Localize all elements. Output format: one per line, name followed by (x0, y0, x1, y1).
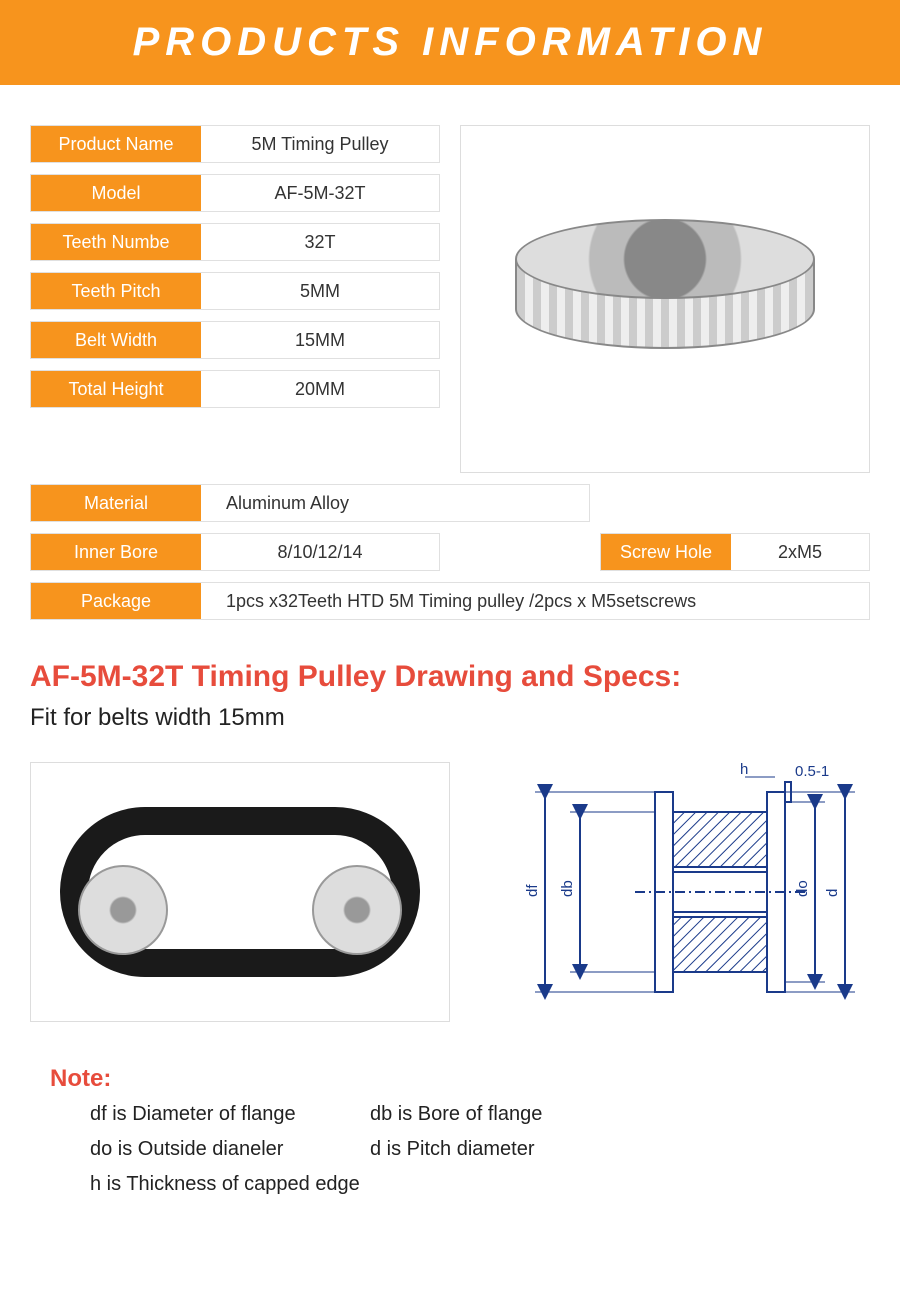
note-item: db is Bore of flange (370, 1103, 620, 1126)
drawing-row: df db do d h 0.5-1 (30, 762, 870, 1047)
product-photo (460, 125, 870, 473)
spec-label: Model (31, 175, 201, 211)
dim-h: h (740, 762, 748, 778)
spec-row: Teeth Numbe 32T (30, 223, 440, 261)
note-item: d is Pitch diameter (370, 1138, 620, 1161)
page-title: PRODUCTS INFORMATION (133, 20, 768, 65)
spec-row-bore: Inner Bore 8/10/12/14 Screw Hole 2xM5 (30, 533, 870, 571)
spec-label: Belt Width (31, 322, 201, 358)
dim-db: db (559, 880, 576, 897)
fit-text: Fit for belts width 15mm (30, 704, 870, 732)
spec-value: Aluminum Alloy (201, 485, 589, 521)
spec-row: Screw Hole 2xM5 (600, 533, 870, 571)
technical-drawing: df db do d h 0.5-1 (480, 762, 870, 1047)
dim-edge: 0.5-1 (795, 763, 829, 780)
note-block: Note: df is Diameter of flange db is Bor… (30, 1065, 870, 1196)
spec-value: 15MM (201, 322, 439, 358)
header-band: PRODUCTS INFORMATION (0, 0, 900, 85)
dim-d: d (824, 889, 841, 897)
note-item: h is Thickness of capped edge (90, 1173, 410, 1196)
spec-value: 5M Timing Pulley (201, 126, 439, 162)
dim-df: df (524, 884, 541, 897)
spec-label: Package (31, 583, 201, 619)
spec-value: 5MM (201, 273, 439, 309)
belt-illustration (60, 807, 420, 977)
spec-label: Total Height (31, 371, 201, 407)
belt-photo (30, 762, 450, 1022)
spec-row: Product Name 5M Timing Pulley (30, 125, 440, 163)
spec-label: Material (31, 485, 201, 521)
spec-value: 32T (201, 224, 439, 260)
spec-value: 8/10/12/14 (201, 534, 439, 570)
spec-label: Inner Bore (31, 534, 201, 570)
content-area: Product Name 5M Timing Pulley Model AF-5… (0, 85, 900, 1196)
note-grid: df is Diameter of flange db is Bore of f… (30, 1103, 870, 1196)
spec-row: Belt Width 15MM (30, 321, 440, 359)
spec-label: Teeth Numbe (31, 224, 201, 260)
spec-table: Product Name 5M Timing Pulley Model AF-5… (30, 125, 440, 473)
spec-rows-wide: Material Aluminum Alloy Inner Bore 8/10/… (30, 484, 870, 620)
spec-value: 2xM5 (731, 534, 869, 570)
spec-area: Product Name 5M Timing Pulley Model AF-5… (30, 125, 870, 473)
spec-row-material: Material Aluminum Alloy (30, 484, 590, 522)
spec-value: 1pcs x32Teeth HTD 5M Timing pulley /2pcs… (201, 583, 869, 619)
note-item: df is Diameter of flange (90, 1103, 340, 1126)
section-title: AF-5M-32T Timing Pulley Drawing and Spec… (30, 660, 870, 694)
pulley-illustration (515, 219, 815, 379)
spec-label: Product Name (31, 126, 201, 162)
note-title: Note: (50, 1065, 870, 1093)
spec-row: Total Height 20MM (30, 370, 440, 408)
spec-value: 20MM (201, 371, 439, 407)
spec-label: Teeth Pitch (31, 273, 201, 309)
spec-row: Inner Bore 8/10/12/14 (30, 533, 440, 571)
spec-row: Teeth Pitch 5MM (30, 272, 440, 310)
dim-do: do (794, 880, 811, 897)
note-item: do is Outside dianeler (90, 1138, 340, 1161)
spec-row: Model AF-5M-32T (30, 174, 440, 212)
spec-value: AF-5M-32T (201, 175, 439, 211)
spec-label: Screw Hole (601, 534, 731, 570)
spec-row-package: Package 1pcs x32Teeth HTD 5M Timing pull… (30, 582, 870, 620)
